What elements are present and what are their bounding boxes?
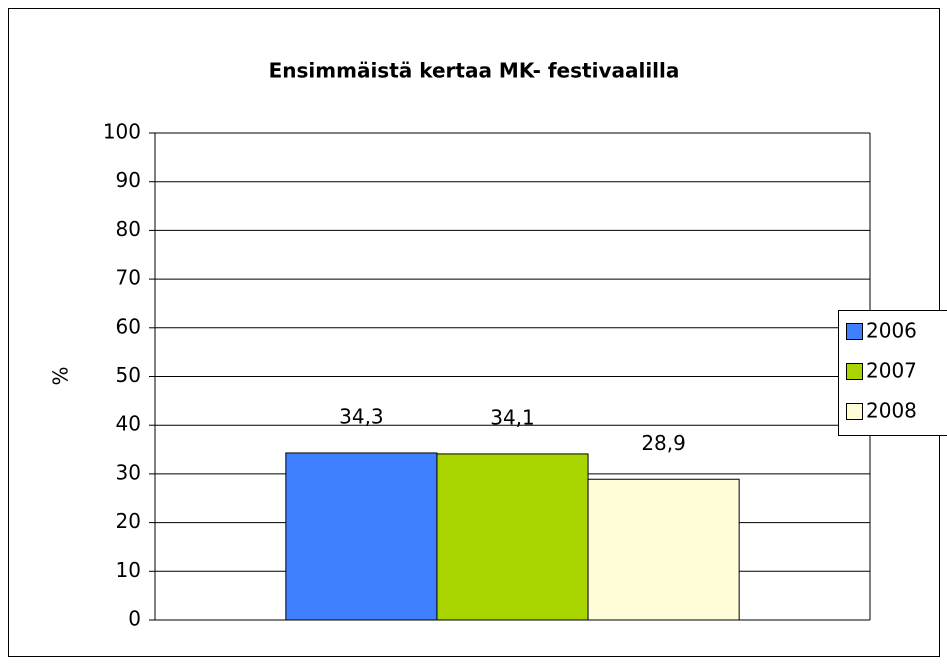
legend-swatch [846, 363, 863, 380]
y-tick-label: 0 [128, 607, 141, 631]
data-label: 34,1 [490, 405, 535, 429]
legend-label: 2008 [866, 399, 917, 423]
bar [285, 452, 438, 621]
y-tick-label: 20 [116, 509, 141, 533]
legend-swatch [846, 403, 863, 420]
y-tick-label: 80 [116, 217, 141, 241]
y-tick-label: 90 [116, 168, 141, 192]
bar [587, 478, 740, 621]
y-tick-label: 50 [116, 363, 141, 387]
data-label: 28,9 [641, 431, 686, 455]
bar [436, 453, 589, 621]
y-tick-label: 40 [116, 412, 141, 436]
data-label: 34,3 [339, 404, 384, 428]
y-tick-label: 10 [116, 558, 141, 582]
legend-swatch [846, 323, 863, 340]
legend-label: 2006 [866, 319, 917, 343]
y-axis-label: % [49, 366, 73, 385]
y-tick-label: 60 [116, 314, 141, 338]
chart-title: Ensimmäistä kertaa MK- festivaalilla [269, 59, 680, 83]
legend-label: 2007 [866, 359, 917, 383]
y-tick-label: 70 [116, 266, 141, 290]
y-tick-label: 100 [103, 120, 141, 144]
y-tick-label: 30 [116, 460, 141, 484]
